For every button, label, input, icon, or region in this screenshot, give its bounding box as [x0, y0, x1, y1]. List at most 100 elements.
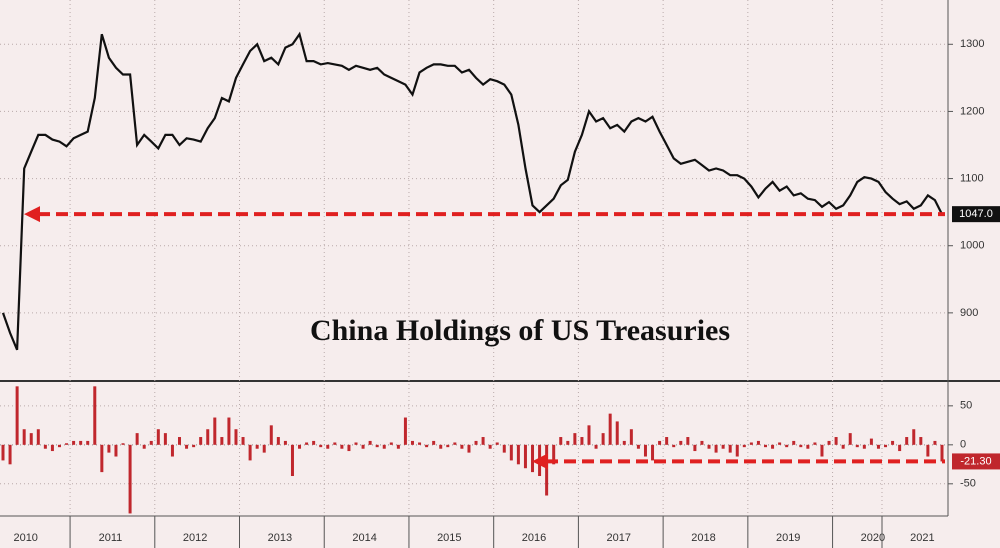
bar [410, 440, 414, 445]
bar [163, 433, 167, 445]
bar [749, 442, 753, 445]
bar [686, 437, 690, 445]
bar [531, 444, 535, 473]
bar [439, 444, 443, 449]
bar [262, 444, 266, 453]
bar [523, 444, 527, 469]
bar [121, 443, 125, 445]
bar [178, 437, 182, 445]
bar [382, 444, 386, 449]
bar [128, 444, 132, 514]
bar [643, 444, 647, 457]
x-tick-label: 2015 [437, 532, 461, 544]
bar [898, 444, 902, 452]
bar [255, 444, 259, 449]
bar [36, 429, 40, 445]
bar [615, 421, 619, 445]
y-tick-label: 1200 [960, 105, 984, 117]
bar [728, 444, 732, 453]
bar [333, 442, 337, 445]
bar [156, 429, 160, 445]
y-tick-label: 0 [960, 439, 966, 451]
bar [876, 444, 880, 449]
bar [354, 442, 358, 445]
arrow-head [532, 453, 548, 470]
bar [241, 437, 245, 445]
bar [742, 444, 746, 448]
bar [855, 444, 859, 448]
bar [234, 429, 238, 445]
bar [693, 444, 697, 452]
bar [305, 442, 309, 445]
bar [467, 444, 471, 453]
bar [721, 444, 725, 449]
bar [799, 444, 803, 448]
bar [72, 440, 76, 445]
bar [446, 444, 450, 448]
bar [771, 444, 775, 449]
bar [460, 444, 464, 449]
bar [1, 444, 5, 461]
bar [93, 386, 97, 445]
bar [827, 440, 831, 445]
bar [552, 444, 556, 465]
bar [206, 429, 210, 445]
y-tick-label: 1000 [960, 240, 984, 252]
bar [629, 429, 633, 445]
bar [340, 444, 344, 449]
bar [679, 440, 683, 445]
arrow-head [24, 206, 40, 223]
x-tick-label: 2010 [13, 532, 37, 544]
y-tick-label: 1100 [960, 172, 984, 184]
bar [813, 442, 817, 445]
bar [735, 444, 739, 457]
bar [29, 433, 33, 445]
bar [601, 433, 605, 445]
bar [15, 386, 19, 445]
bar [756, 440, 760, 445]
bar [834, 437, 838, 445]
value-label: -21.30 [960, 455, 991, 467]
x-tick-label: 2018 [691, 532, 715, 544]
bar [418, 442, 422, 445]
x-tick-label: 2019 [776, 532, 800, 544]
bar [919, 437, 923, 445]
bar [368, 440, 372, 445]
bar [298, 444, 302, 449]
bar [326, 444, 330, 449]
bar [192, 444, 196, 448]
bar [622, 440, 626, 445]
bar [559, 437, 563, 445]
x-tick-label: 2014 [352, 532, 376, 544]
bar [474, 440, 478, 445]
bar [107, 444, 111, 453]
x-tick-label: 2013 [268, 532, 292, 544]
bar [79, 440, 83, 445]
bar [707, 444, 711, 449]
bar [580, 437, 584, 445]
bar [227, 417, 231, 445]
bar [792, 440, 796, 445]
bar [516, 444, 520, 465]
value-label: 1047.0 [959, 208, 993, 220]
bar [57, 444, 61, 448]
bar [926, 444, 930, 457]
bar [149, 440, 153, 445]
bar [142, 444, 146, 449]
bar [495, 442, 499, 445]
bar [43, 444, 47, 449]
bar [213, 417, 217, 445]
bar [665, 437, 669, 445]
bar [425, 444, 429, 448]
bar [566, 440, 570, 445]
bar [714, 444, 718, 453]
bar [933, 440, 937, 445]
bar [50, 444, 54, 452]
bar [114, 444, 118, 457]
bar [848, 433, 852, 445]
bar [269, 425, 273, 445]
bar [884, 444, 888, 448]
